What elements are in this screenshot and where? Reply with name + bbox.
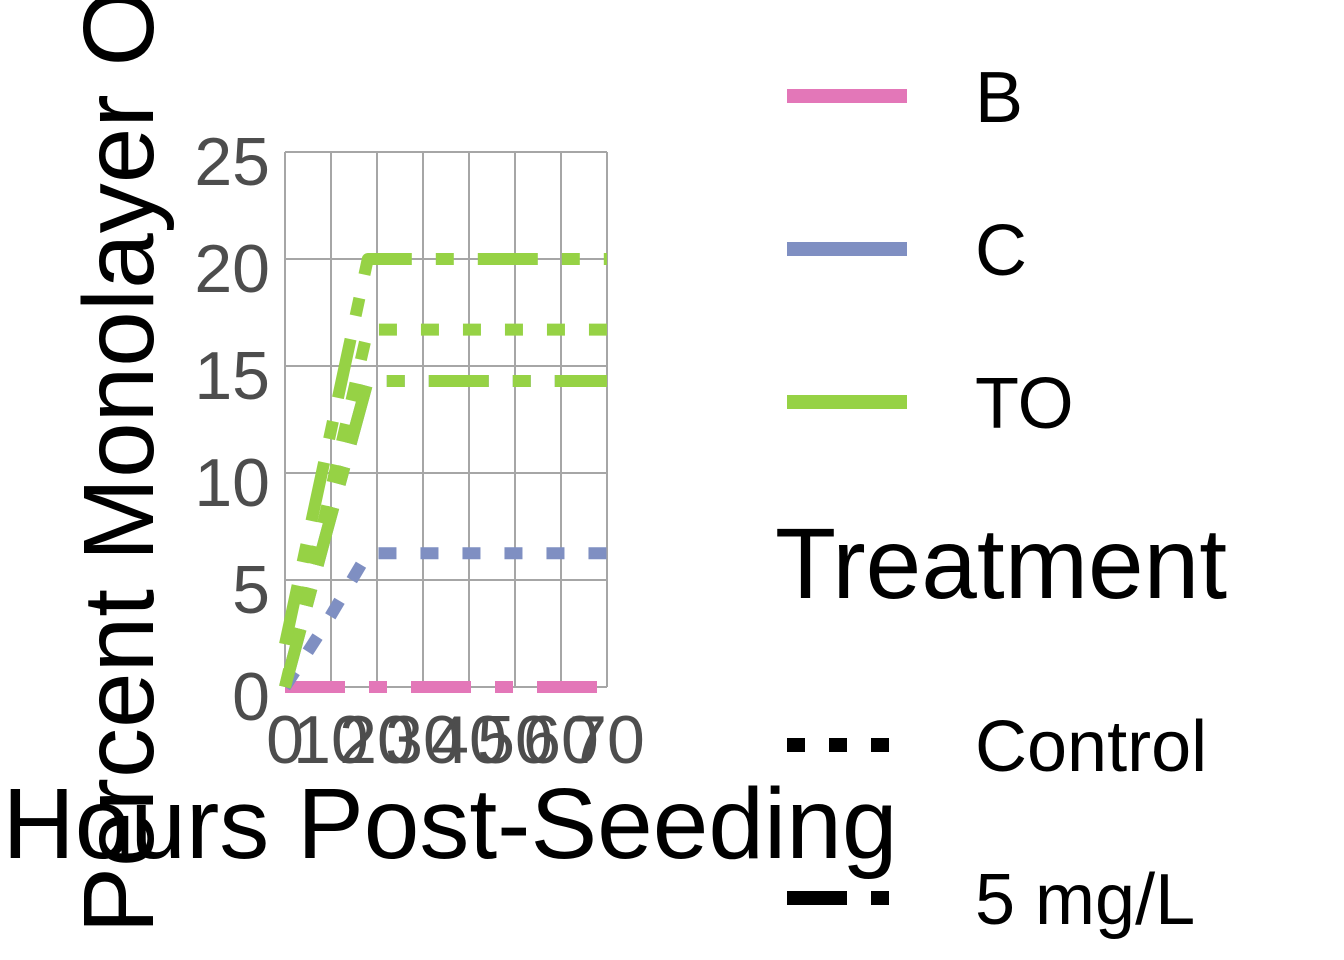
y-tick-label: 5 bbox=[232, 552, 270, 628]
legend-label: Control bbox=[975, 707, 1207, 787]
x-axis-label: Hours Post-Seeding bbox=[3, 768, 898, 880]
legend-label: B bbox=[975, 58, 1023, 138]
y-tick-labels: 0 5 10 15 20 25 bbox=[194, 124, 270, 735]
legend-label: 5 mg/L bbox=[975, 860, 1195, 940]
x-tick-label: 30 bbox=[385, 702, 461, 778]
y-tick-label: 0 bbox=[232, 659, 270, 735]
x-tick-label: 40 bbox=[431, 702, 507, 778]
x-tick-label: 10 bbox=[293, 702, 369, 778]
y-tick-label: 20 bbox=[194, 231, 270, 307]
x-tick-label: 70 bbox=[569, 702, 645, 778]
x-tick-label: 50 bbox=[477, 702, 553, 778]
legend: BC TO Treatment Control 5 mg/L bbox=[775, 58, 1227, 940]
y-axis-label: Percent Monolayer Out bbox=[63, 0, 175, 934]
series-line-to-5mgl bbox=[279, 253, 607, 646]
legend-title-treatment: Treatment bbox=[775, 508, 1227, 620]
y-tick-label: 25 bbox=[194, 124, 270, 200]
y-tick-label: 10 bbox=[194, 445, 270, 521]
series-line-c-control bbox=[279, 547, 607, 691]
series-line-to-5mgl bbox=[279, 374, 607, 689]
series-lines bbox=[279, 253, 607, 693]
x-tick-label: 60 bbox=[523, 702, 599, 778]
legend-label: C bbox=[975, 211, 1027, 291]
x-tick-label: 20 bbox=[339, 702, 415, 778]
x-tick-label: 0 bbox=[266, 702, 304, 778]
y-tick-label: 15 bbox=[194, 338, 270, 414]
legend-label: TO bbox=[975, 364, 1074, 444]
